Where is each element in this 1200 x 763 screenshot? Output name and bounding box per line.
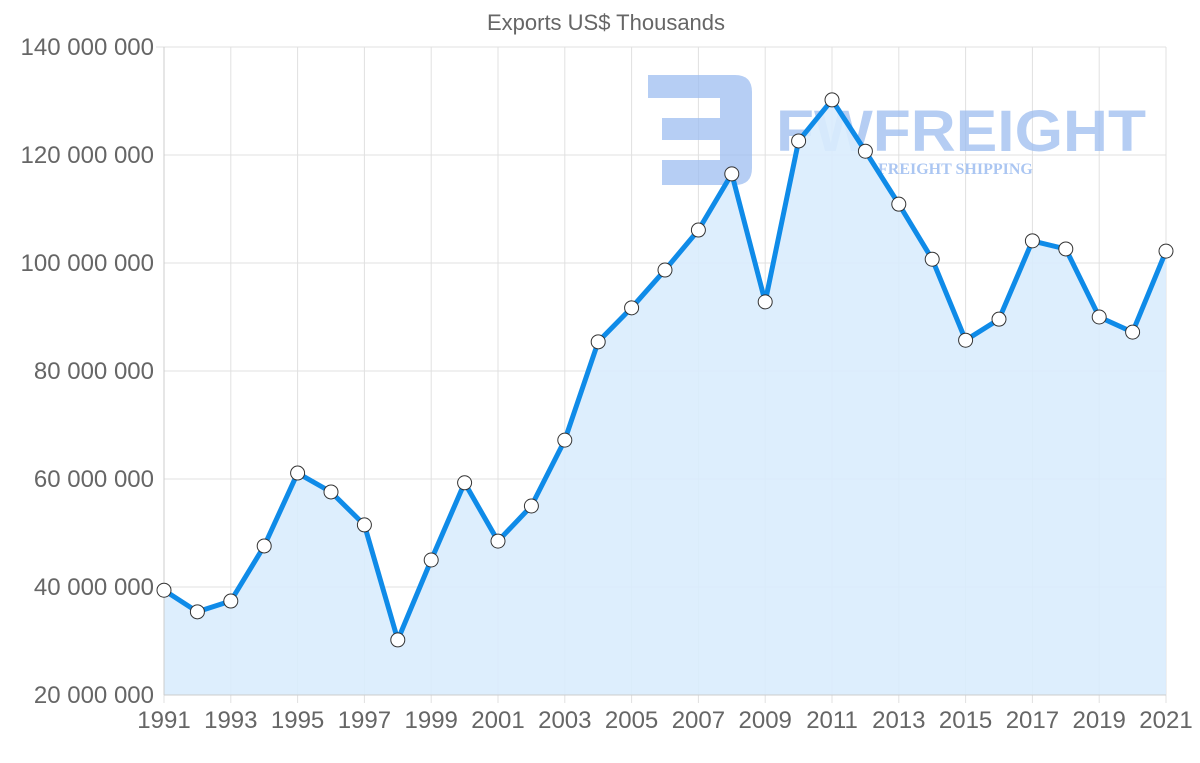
data-points <box>156 92 1174 648</box>
x-tick-label: 2005 <box>605 707 658 734</box>
x-tick-label: 2021 <box>1139 707 1192 734</box>
y-tick-label: 60 000 000 <box>34 466 154 493</box>
data-point[interactable] <box>390 632 406 648</box>
x-tick-label: 1993 <box>204 707 257 734</box>
data-point[interactable] <box>891 196 907 212</box>
data-point[interactable] <box>256 538 272 554</box>
x-tick-label: 1995 <box>271 707 324 734</box>
x-tick-label: 2019 <box>1073 707 1126 734</box>
data-point[interactable] <box>490 533 506 549</box>
data-point[interactable] <box>724 166 740 182</box>
data-point[interactable] <box>958 332 974 348</box>
data-point[interactable] <box>590 334 606 350</box>
y-tick-label: 40 000 000 <box>34 574 154 601</box>
x-tick-label: 1999 <box>405 707 458 734</box>
y-tick-label: 140 000 000 <box>21 34 154 61</box>
data-point[interactable] <box>657 262 673 278</box>
watermark-logo: FWFREIGHT FREIGHT SHIPPING <box>648 75 1146 185</box>
data-point[interactable] <box>824 92 840 108</box>
x-tick-label: 2009 <box>739 707 792 734</box>
data-point[interactable] <box>1058 241 1074 257</box>
x-tick-label: 2015 <box>939 707 992 734</box>
data-point[interactable] <box>323 484 339 500</box>
x-tick-label: 2013 <box>872 707 925 734</box>
data-point[interactable] <box>924 251 940 267</box>
data-point[interactable] <box>1158 243 1174 259</box>
data-point[interactable] <box>857 143 873 159</box>
chart-title: Exports US$ Thousands <box>487 10 725 35</box>
data-point[interactable] <box>457 475 473 491</box>
data-point[interactable] <box>991 311 1007 327</box>
data-point[interactable] <box>223 593 239 609</box>
data-point[interactable] <box>757 294 773 310</box>
x-tick-label: 2017 <box>1006 707 1059 734</box>
data-point[interactable] <box>189 604 205 620</box>
y-axis-labels: 140 000 000 120 000 000 100 000 000 80 000 … <box>21 34 154 709</box>
x-tick-label: 1997 <box>338 707 391 734</box>
data-point[interactable] <box>290 465 306 481</box>
data-point[interactable] <box>423 552 439 568</box>
data-point[interactable] <box>523 498 539 514</box>
watermark-tagline: FREIGHT SHIPPING <box>878 161 1033 178</box>
y-tick-label: 80 000 000 <box>34 358 154 385</box>
x-axis-labels: 1991 1993 1995 1997 1999 2001 2003 2005 2007 2009… <box>137 707 1192 734</box>
data-point[interactable] <box>690 222 706 238</box>
data-point[interactable] <box>557 432 573 448</box>
y-tick-label: 120 000 000 <box>21 142 154 169</box>
y-tick-label: 20 000 000 <box>34 682 154 709</box>
area-fill <box>164 99 1166 695</box>
x-tick-label: 2003 <box>538 707 591 734</box>
data-point[interactable] <box>624 300 640 316</box>
x-tick-label: 2007 <box>672 707 725 734</box>
data-point[interactable] <box>356 517 372 533</box>
x-tick-label: 2011 <box>806 707 858 734</box>
y-tick-label: 100 000 000 <box>21 250 154 277</box>
data-point[interactable] <box>1024 233 1040 249</box>
logo-icon <box>648 75 752 185</box>
data-point[interactable] <box>1125 324 1141 340</box>
x-tick-label: 1991 <box>137 707 190 734</box>
x-tick-label: 2001 <box>471 707 524 734</box>
data-point[interactable] <box>791 133 807 149</box>
data-point[interactable] <box>1091 309 1107 325</box>
data-point[interactable] <box>156 582 172 598</box>
